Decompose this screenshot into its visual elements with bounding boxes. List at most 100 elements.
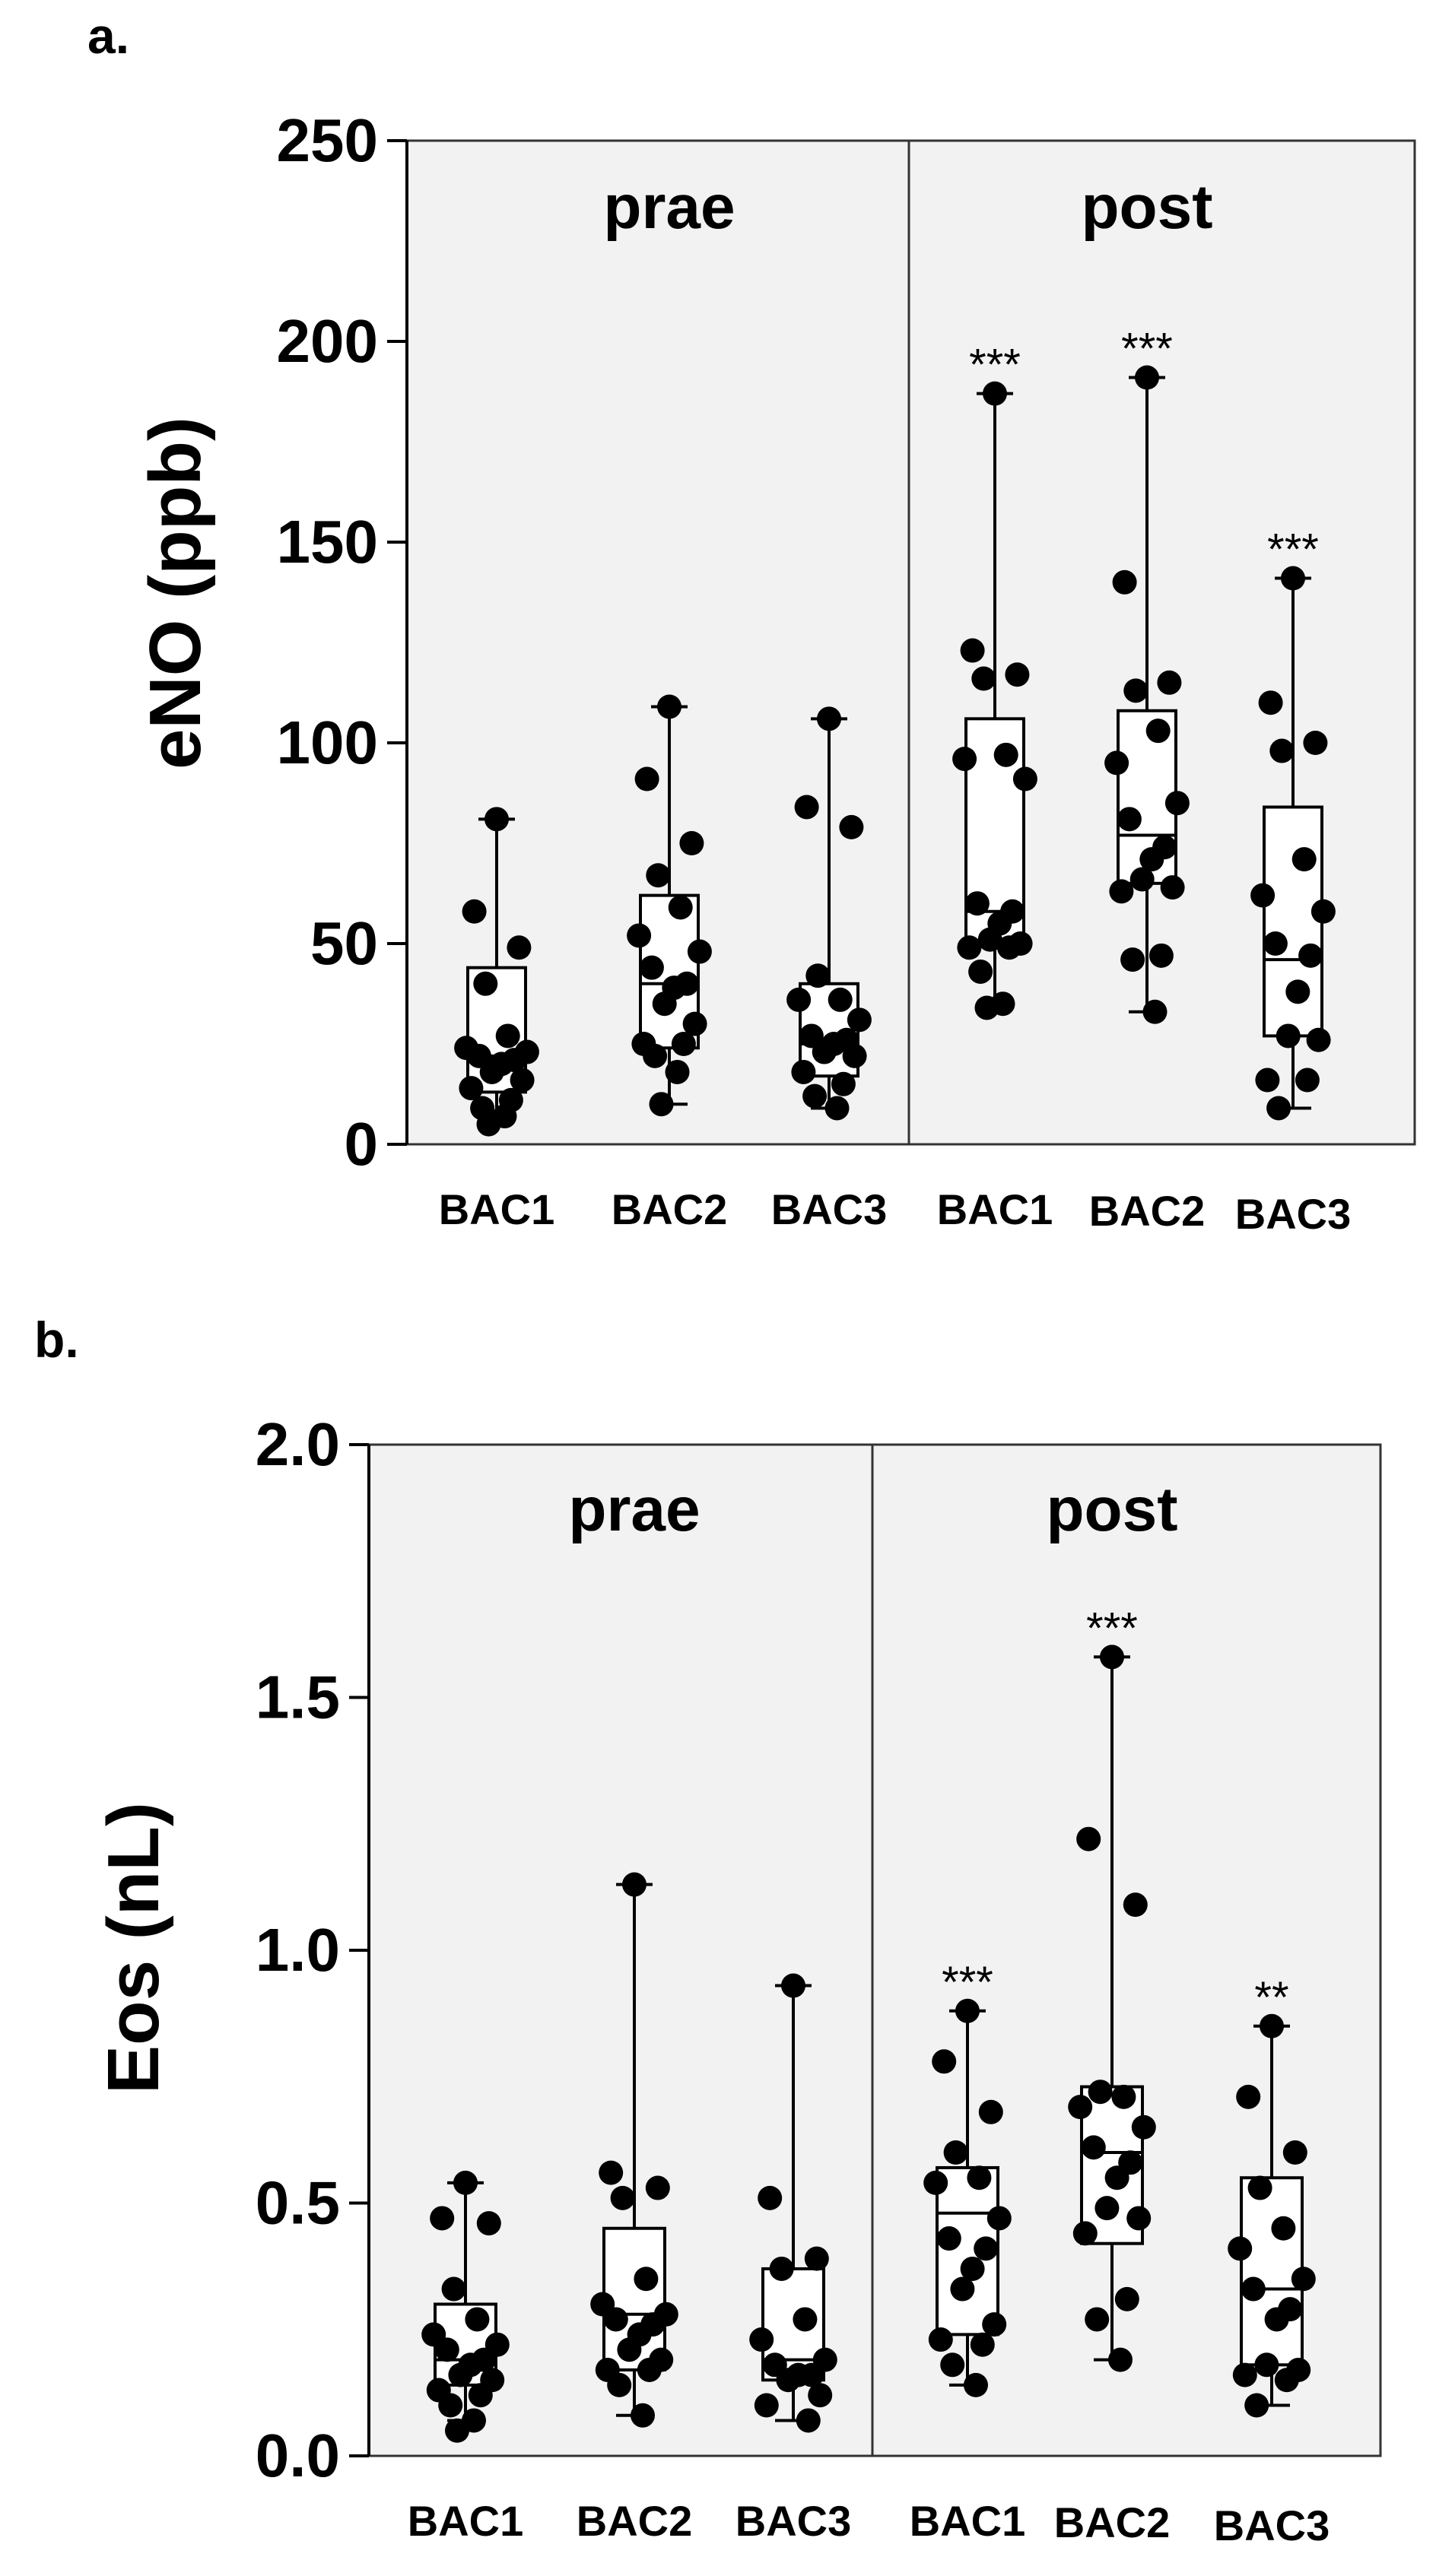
x-tick-labels-a: BAC1 BAC2 BAC3 BAC1 BAC2 BAC3: [439, 1185, 1351, 1238]
data-point: [1247, 2175, 1272, 2200]
data-point: [1072, 2221, 1098, 2246]
data-point: [510, 1068, 535, 1093]
data-point: [665, 1059, 690, 1084]
data-point: [831, 1071, 856, 1096]
data-point: [476, 2211, 501, 2236]
data-point: [1123, 678, 1148, 703]
panel-label-b: b.: [34, 1312, 79, 1368]
data-point: [983, 381, 1007, 406]
x-tick-label: BAC2: [577, 2497, 692, 2545]
group-label-prae-b: prae: [568, 1475, 700, 1544]
data-point: [1012, 766, 1037, 792]
y-tick-label: 150: [277, 508, 378, 576]
data-point: [982, 2312, 1007, 2337]
data-point: [793, 2307, 818, 2332]
box-post-bac2: ***: [1068, 1604, 1156, 2372]
data-point: [438, 2393, 463, 2418]
data-point: [1254, 2352, 1279, 2378]
box-iqr: [1240, 2176, 1304, 2367]
significance-label: **: [1254, 1973, 1288, 2022]
data-point: [603, 2307, 628, 2332]
data-point: [828, 987, 853, 1012]
data-point: [448, 2362, 473, 2387]
data-point: [1303, 731, 1328, 755]
data-point: [1005, 662, 1030, 687]
data-point: [749, 2327, 774, 2352]
data-point: [1266, 1096, 1291, 1121]
box-post-bac1: ***: [923, 1958, 1012, 2397]
data-point: [687, 939, 712, 964]
data-point: [1088, 2080, 1113, 2105]
data-point: [1306, 1027, 1331, 1052]
panel-b: b. Eos (nL) prae post 0.0 0.5 1.0 1.5 2.0 BA…: [34, 1312, 1382, 2549]
data-point: [462, 899, 487, 924]
y-tick-label: 100: [277, 709, 378, 776]
data-point: [957, 935, 982, 960]
plot-area-b: [367, 1443, 1382, 2457]
box-post-bac3: **: [1228, 1973, 1316, 2418]
data-point: [459, 1076, 484, 1101]
data-point: [441, 2276, 466, 2302]
data-point: [610, 2185, 635, 2210]
data-point: [791, 1059, 816, 1084]
data-point: [1094, 2196, 1120, 2221]
x-tick-label: BAC2: [1089, 1187, 1205, 1235]
data-point: [1260, 2013, 1284, 2038]
y-tick-label: 0.0: [256, 2422, 340, 2489]
data-point: [445, 2418, 469, 2443]
data-point: [649, 1092, 674, 1117]
y-ticks-a: 0 50 100 150 200 250: [277, 106, 407, 1178]
data-point: [473, 971, 498, 996]
data-point: [646, 863, 671, 888]
data-point: [1139, 847, 1164, 872]
data-point: [1282, 2140, 1307, 2165]
data-point: [1145, 719, 1171, 744]
x-tick-label: BAC1: [910, 2497, 1025, 2545]
x-tick-label: BAC1: [408, 2497, 523, 2545]
data-point: [1108, 2347, 1133, 2372]
data-point: [978, 2099, 1003, 2124]
data-point: [668, 895, 693, 920]
data-point: [1258, 690, 1283, 715]
y-axis-label-b: Eos (nL): [93, 1802, 174, 2094]
data-point: [1244, 2393, 1269, 2418]
data-point: [977, 927, 1002, 952]
box-prae-bac2: [627, 694, 712, 1117]
data-point: [817, 706, 841, 731]
data-point: [1104, 2165, 1129, 2191]
data-point: [679, 831, 704, 855]
y-tick-label: 50: [310, 909, 378, 977]
data-point: [928, 2327, 953, 2352]
data-point: [943, 2140, 968, 2165]
data-point: [960, 2256, 985, 2281]
data-point: [786, 987, 812, 1012]
data-point: [1264, 2307, 1289, 2332]
data-point: [507, 935, 532, 960]
data-point: [1112, 569, 1137, 595]
data-point: [682, 1011, 707, 1036]
panel-a: a. eNO (ppb) prae post 0 50 100 150 200 250 B…: [87, 8, 1416, 1238]
data-point: [634, 2267, 659, 2292]
x-tick-label: BAC3: [735, 2497, 851, 2545]
data-point: [1276, 1023, 1301, 1048]
data-point: [847, 1007, 872, 1033]
data-point: [1164, 791, 1190, 816]
data-point: [1232, 2362, 1257, 2387]
data-point: [1160, 875, 1185, 900]
data-point: [967, 2165, 992, 2191]
data-point: [802, 1083, 828, 1109]
data-point: [968, 959, 993, 984]
data-point: [652, 991, 677, 1017]
data-point: [1291, 847, 1317, 872]
data-point: [1255, 1068, 1280, 1093]
data-point: [453, 2170, 478, 2195]
data-point: [1311, 899, 1336, 924]
panel-label-a: a.: [87, 8, 129, 64]
data-point: [781, 1973, 805, 1998]
data-point: [434, 2337, 459, 2362]
data-point: [1241, 2276, 1266, 2302]
y-tick-label: 0.5: [256, 2169, 340, 2237]
data-point: [1120, 947, 1145, 972]
data-point: [1236, 2084, 1261, 2109]
group-label-post-b: post: [1046, 1475, 1177, 1544]
